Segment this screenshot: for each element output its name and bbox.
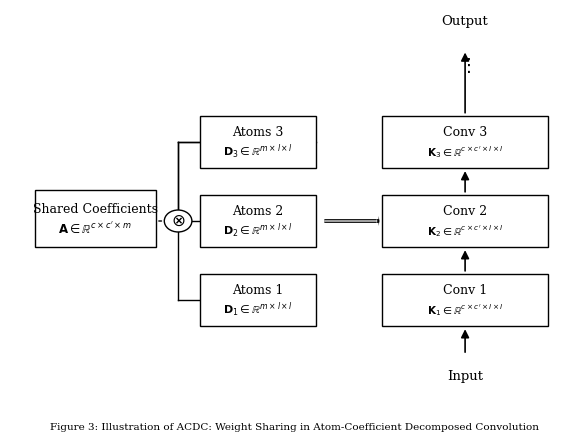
Text: Shared Coefficients: Shared Coefficients	[33, 202, 158, 216]
Text: $\otimes$: $\otimes$	[171, 213, 185, 229]
Text: Atoms 3: Atoms 3	[232, 126, 284, 139]
Circle shape	[164, 210, 192, 232]
FancyBboxPatch shape	[200, 116, 316, 168]
FancyBboxPatch shape	[382, 194, 548, 248]
Text: Atoms 2: Atoms 2	[232, 205, 284, 218]
Text: $\mathbf{D}_1\in\mathbb{R}^{m\times l\times l}$: $\mathbf{D}_1\in\mathbb{R}^{m\times l\ti…	[223, 301, 293, 319]
FancyBboxPatch shape	[382, 116, 548, 168]
Text: $\vdots$: $\vdots$	[459, 56, 471, 75]
Text: $\mathbf{A}\in\mathbb{R}^{c\times c^{\prime}\times m}$: $\mathbf{A}\in\mathbb{R}^{c\times c^{\pr…	[58, 221, 132, 236]
Text: $\mathbf{D}_2\in\mathbb{R}^{m\times l\times l}$: $\mathbf{D}_2\in\mathbb{R}^{m\times l\ti…	[223, 221, 293, 240]
FancyBboxPatch shape	[200, 274, 316, 326]
Text: $\mathbf{K}_1\in\mathbb{R}^{c\times c^{\prime}\times l\times l}$: $\mathbf{K}_1\in\mathbb{R}^{c\times c^{\…	[427, 302, 503, 318]
Text: Conv 2: Conv 2	[443, 205, 487, 218]
Text: $\mathbf{D}_3\in\mathbb{R}^{m\times l\times l}$: $\mathbf{D}_3\in\mathbb{R}^{m\times l\ti…	[223, 142, 293, 161]
Text: Conv 1: Conv 1	[443, 284, 487, 297]
Text: $\mathbf{K}_2\in\mathbb{R}^{c\times c^{\prime}\times l\times l}$: $\mathbf{K}_2\in\mathbb{R}^{c\times c^{\…	[427, 223, 503, 239]
FancyBboxPatch shape	[200, 194, 316, 248]
Text: Input: Input	[447, 370, 483, 383]
FancyBboxPatch shape	[382, 274, 548, 326]
Text: Output: Output	[442, 15, 489, 28]
Text: Conv 3: Conv 3	[443, 126, 487, 139]
Text: $\mathbf{K}_3\in\mathbb{R}^{c\times c^{\prime}\times l\times l}$: $\mathbf{K}_3\in\mathbb{R}^{c\times c^{\…	[427, 144, 503, 160]
Text: Figure 3: Illustration of ACDC: Weight Sharing in Atom-Coefficient Decomposed Co: Figure 3: Illustration of ACDC: Weight S…	[49, 423, 539, 432]
FancyBboxPatch shape	[35, 190, 156, 248]
Text: Atoms 1: Atoms 1	[232, 284, 284, 297]
